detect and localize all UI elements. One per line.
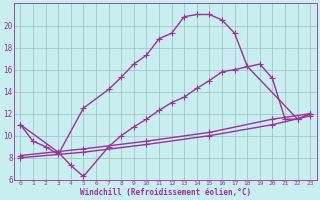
X-axis label: Windchill (Refroidissement éolien,°C): Windchill (Refroidissement éolien,°C) (80, 188, 251, 197)
